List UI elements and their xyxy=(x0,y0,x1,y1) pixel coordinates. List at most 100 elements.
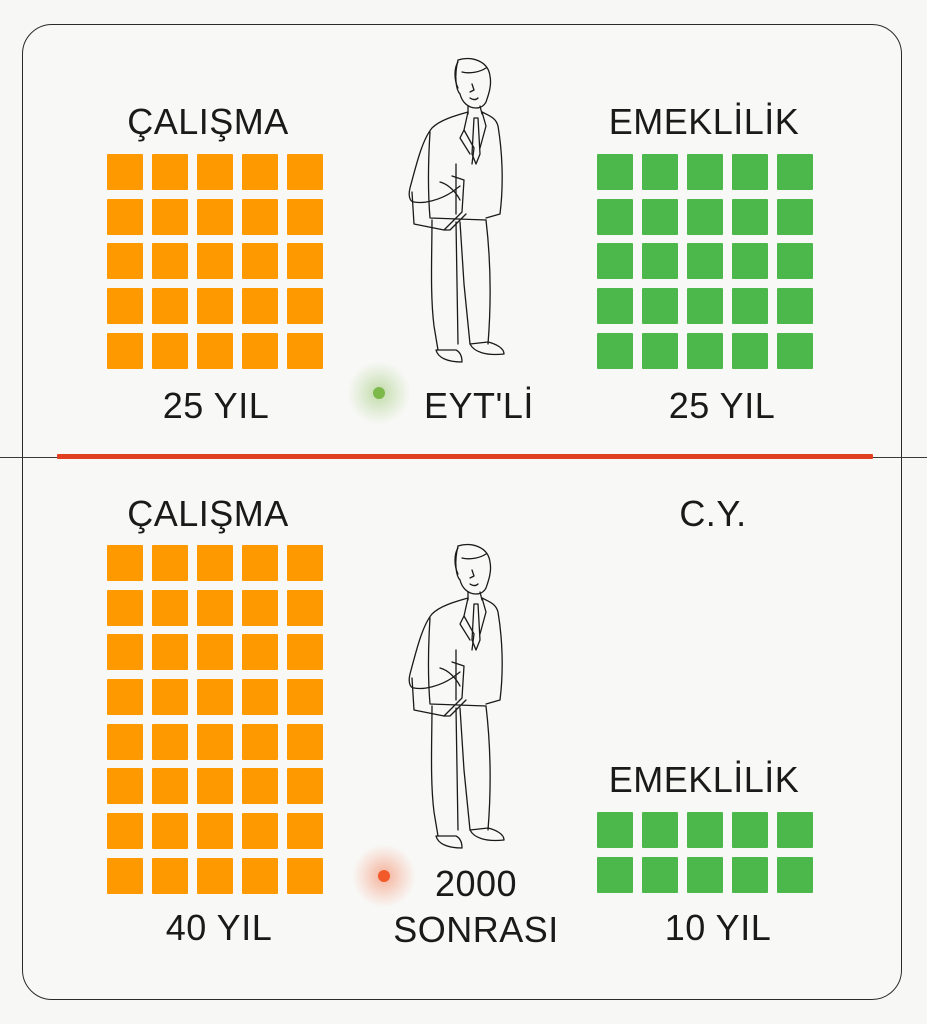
retirement-year-block xyxy=(687,856,723,893)
retirement-year-block xyxy=(642,198,678,235)
work-year-block xyxy=(197,154,233,190)
work-year-block xyxy=(197,243,233,280)
bottom-retire-title: EMEKLİLİK xyxy=(608,759,800,800)
work-year-block xyxy=(287,679,323,716)
work-year-block xyxy=(242,332,278,369)
work-year-block xyxy=(287,813,323,850)
retirement-year-block xyxy=(687,812,723,848)
divider-bar xyxy=(57,454,873,459)
retirement-year-block xyxy=(642,332,678,369)
retirement-year-block xyxy=(777,243,813,280)
work-year-block xyxy=(287,857,323,894)
work-year-block xyxy=(242,723,278,760)
work-year-block xyxy=(152,589,188,626)
bottom-status-dot xyxy=(378,870,390,882)
work-year-block xyxy=(197,813,233,850)
work-year-block xyxy=(107,288,143,325)
retirement-year-block xyxy=(642,288,678,325)
work-year-block xyxy=(152,857,188,894)
work-year-block xyxy=(197,198,233,235)
top-businessman-icon xyxy=(408,57,505,363)
bottom-group-label-line2: SONRASI xyxy=(393,909,559,950)
work-year-block xyxy=(107,857,143,894)
retirement-year-block xyxy=(732,198,768,235)
retirement-year-block xyxy=(597,198,633,235)
work-year-block xyxy=(287,589,323,626)
work-year-block xyxy=(152,154,188,190)
work-year-block xyxy=(152,768,188,805)
work-year-block xyxy=(242,679,278,716)
bottom-businessman-icon xyxy=(408,543,505,849)
bottom-cy-label: C.Y. xyxy=(679,493,747,534)
top-work-title: ÇALIŞMA xyxy=(127,101,289,142)
work-year-block xyxy=(287,243,323,280)
top-retire-blocks xyxy=(597,154,813,369)
work-year-block xyxy=(287,154,323,190)
retirement-year-block xyxy=(777,288,813,325)
work-year-block xyxy=(197,679,233,716)
retirement-year-block xyxy=(732,812,768,848)
retirement-year-block xyxy=(732,288,768,325)
work-year-block xyxy=(107,545,143,581)
work-year-block xyxy=(197,723,233,760)
bottom-group-label-line1: 2000 xyxy=(434,863,518,904)
work-year-block xyxy=(107,589,143,626)
work-year-block xyxy=(197,857,233,894)
work-year-block xyxy=(152,243,188,280)
retirement-year-block xyxy=(642,243,678,280)
work-year-block xyxy=(107,154,143,190)
work-year-block xyxy=(287,288,323,325)
work-year-block xyxy=(152,679,188,716)
bottom-retire-years: 10 YIL xyxy=(664,907,772,948)
top-group-label: EYT'Lİ xyxy=(424,385,534,426)
retirement-year-block xyxy=(732,856,768,893)
retirement-year-block xyxy=(777,812,813,848)
work-year-block xyxy=(107,332,143,369)
work-year-block xyxy=(152,198,188,235)
retirement-year-block xyxy=(777,856,813,893)
retirement-year-block xyxy=(642,154,678,190)
work-year-block xyxy=(197,332,233,369)
retirement-year-block xyxy=(597,812,633,848)
retirement-year-block xyxy=(597,856,633,893)
work-year-block xyxy=(287,198,323,235)
top-work-blocks xyxy=(107,154,323,369)
retirement-year-block xyxy=(597,332,633,369)
work-year-block xyxy=(242,243,278,280)
work-year-block xyxy=(197,768,233,805)
work-year-block xyxy=(107,243,143,280)
work-year-block xyxy=(152,813,188,850)
work-year-block xyxy=(197,545,233,581)
retirement-year-block xyxy=(777,332,813,369)
retirement-year-block xyxy=(777,198,813,235)
work-year-block xyxy=(242,198,278,235)
retirement-year-block xyxy=(642,812,678,848)
bottom-work-years: 40 YIL xyxy=(165,907,273,948)
top-retire-title: EMEKLİLİK xyxy=(608,101,800,142)
work-year-block xyxy=(197,288,233,325)
work-year-block xyxy=(287,545,323,581)
retirement-year-block xyxy=(732,332,768,369)
retirement-year-block xyxy=(777,154,813,190)
retirement-year-block xyxy=(597,288,633,325)
work-year-block xyxy=(242,634,278,671)
work-year-block xyxy=(242,545,278,581)
bottom-retire-blocks xyxy=(597,812,813,893)
retirement-year-block xyxy=(687,198,723,235)
work-year-block xyxy=(152,723,188,760)
work-year-block xyxy=(152,545,188,581)
work-year-block xyxy=(107,813,143,850)
retirement-year-block xyxy=(597,154,633,190)
retirement-year-block xyxy=(732,243,768,280)
work-year-block xyxy=(107,634,143,671)
work-year-block xyxy=(242,857,278,894)
work-year-block xyxy=(152,288,188,325)
top-work-years: 25 YIL xyxy=(162,385,270,426)
retirement-year-block xyxy=(687,288,723,325)
work-year-block xyxy=(152,634,188,671)
work-year-block xyxy=(107,768,143,805)
work-year-block xyxy=(287,768,323,805)
top-retire-years: 25 YIL xyxy=(668,385,776,426)
work-year-block xyxy=(242,589,278,626)
retirement-year-block xyxy=(687,154,723,190)
